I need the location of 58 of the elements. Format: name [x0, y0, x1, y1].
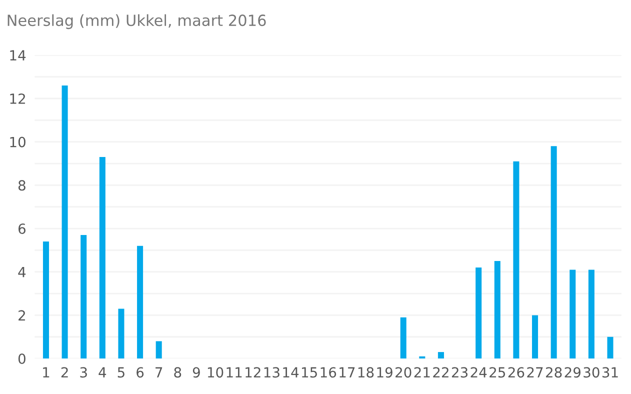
y-tick-label: 0 — [18, 354, 26, 364]
y-tick-label: 8 — [18, 180, 26, 191]
bar — [494, 261, 500, 359]
x-tick-label: 15 — [302, 367, 317, 378]
y-tick-label: 4 — [18, 267, 26, 278]
y-tick-label: 6 — [18, 223, 26, 234]
bar — [513, 161, 520, 359]
bar — [156, 341, 162, 359]
x-tick-label: 4 — [98, 367, 106, 378]
x-tick-label: 28 — [546, 367, 562, 378]
chart-title: Neerslag (mm) Ukkel, maart 2016 — [8, 14, 266, 30]
bar — [570, 270, 576, 359]
x-tick-label: 5 — [118, 367, 124, 378]
y-tick-label: 10 — [10, 136, 26, 148]
x-tick-label: 27 — [527, 367, 543, 378]
x-tick-label: 29 — [564, 367, 580, 378]
bar — [419, 356, 426, 359]
y-tick-label: 2 — [18, 310, 25, 320]
bar — [400, 317, 406, 359]
bar — [476, 268, 482, 359]
x-tick-label: 13 — [264, 367, 280, 378]
bar — [532, 315, 538, 359]
bar — [62, 86, 68, 359]
bar — [42, 242, 49, 359]
x-tick-label: 20 — [396, 367, 412, 378]
x-tick-label: 23 — [452, 367, 468, 378]
bar — [588, 270, 594, 359]
x-tick-label: 18 — [358, 367, 374, 378]
y-tick-label: 12 — [10, 93, 25, 104]
x-tick-label: 21 — [414, 367, 430, 378]
x-tick-label: 31 — [602, 367, 618, 378]
x-tick-label: 11 — [226, 367, 242, 378]
x-tick-label: 25 — [490, 367, 506, 378]
bar — [550, 146, 557, 359]
x-tick-label: 26 — [508, 367, 524, 378]
bar — [99, 157, 106, 359]
x-tick-label: 2 — [61, 367, 68, 378]
x-tick-label: 19 — [377, 367, 392, 378]
bar — [607, 336, 614, 359]
x-tick-label: 17 — [340, 367, 355, 378]
bar — [80, 235, 87, 359]
x-tick-label: 30 — [584, 367, 600, 378]
y-tick-label: 14 — [10, 50, 26, 60]
x-tick-label: 10 — [208, 367, 224, 378]
x-tick-label: 6 — [136, 367, 144, 378]
x-tick-label: 7 — [156, 367, 162, 378]
x-tick-label: 12 — [246, 367, 260, 378]
x-tick-label: 3 — [80, 367, 87, 378]
x-tick-label: 14 — [283, 367, 299, 378]
bar — [438, 352, 444, 359]
bar — [137, 246, 144, 359]
x-tick-label: 22 — [433, 367, 448, 378]
x-tick-label: 1 — [43, 367, 50, 378]
x-tick-label: 8 — [174, 367, 182, 378]
x-tick-label: 24 — [470, 367, 487, 378]
bar — [118, 308, 124, 359]
x-tick-label: 16 — [320, 367, 336, 378]
x-tick-label: 9 — [192, 367, 200, 378]
